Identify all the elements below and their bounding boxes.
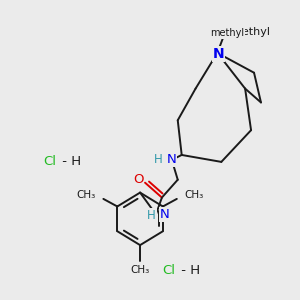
Text: methyl: methyl <box>210 28 244 38</box>
Text: H: H <box>154 153 163 167</box>
Text: Cl: Cl <box>43 155 56 168</box>
Text: - H: - H <box>177 264 200 278</box>
Text: N: N <box>160 208 170 221</box>
Text: H: H <box>147 209 156 222</box>
Text: N: N <box>212 47 224 61</box>
Text: N: N <box>167 153 177 167</box>
Text: Cl: Cl <box>162 264 175 278</box>
Text: CH₃: CH₃ <box>184 190 204 200</box>
Text: O: O <box>133 173 143 186</box>
Text: CH₃: CH₃ <box>76 190 95 200</box>
Text: methyl: methyl <box>231 27 270 37</box>
Text: - H: - H <box>58 155 81 168</box>
Text: CH₃: CH₃ <box>130 265 150 275</box>
